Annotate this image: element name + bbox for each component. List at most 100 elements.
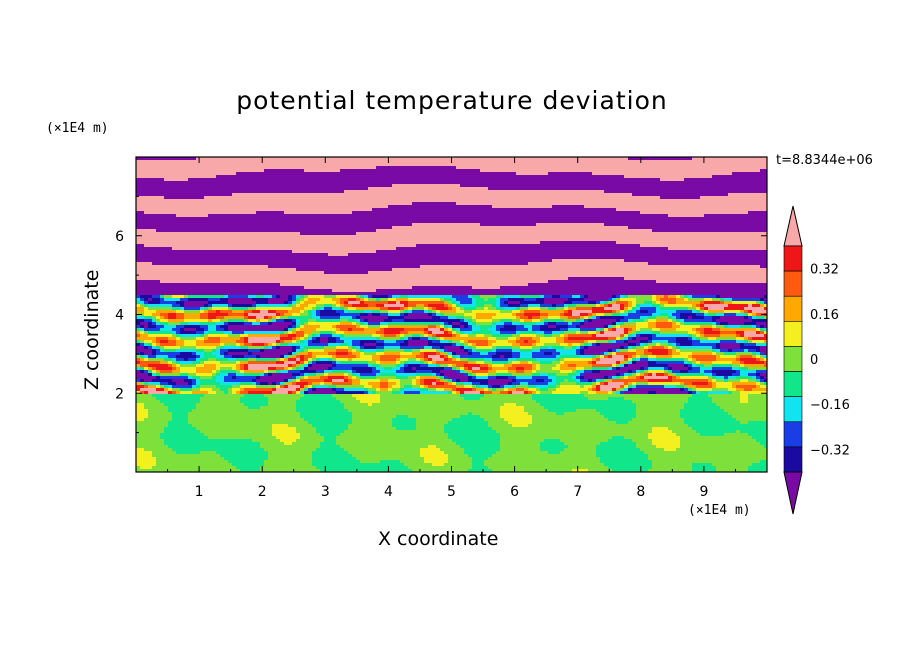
field-cell	[756, 370, 767, 374]
field-cell	[216, 391, 225, 395]
field-cell	[260, 349, 265, 353]
field-cell	[400, 301, 409, 305]
field-cell	[600, 379, 605, 383]
field-cell	[584, 340, 589, 344]
field-cell	[644, 301, 653, 305]
field-cell	[448, 352, 453, 356]
field-cell	[228, 328, 285, 332]
field-cell	[384, 346, 401, 350]
field-cell	[204, 364, 217, 368]
field-cell	[676, 316, 681, 320]
field-cell	[372, 313, 381, 317]
field-cell	[324, 436, 337, 440]
field-cell	[232, 304, 253, 308]
field-cell	[336, 301, 341, 305]
field-cell	[264, 169, 305, 173]
field-cell	[204, 337, 209, 341]
field-cell	[548, 388, 557, 392]
field-cell	[176, 331, 181, 335]
field-cell	[160, 382, 169, 386]
field-cell	[668, 319, 673, 323]
field-cell	[360, 325, 369, 329]
field-cell	[296, 325, 301, 329]
field-cell	[136, 187, 369, 191]
field-cell	[488, 337, 497, 341]
field-cell	[580, 385, 585, 389]
field-cell	[452, 322, 461, 326]
field-cell	[744, 340, 749, 344]
field-cell	[504, 364, 513, 368]
field-cell	[376, 304, 385, 308]
field-cell	[636, 310, 641, 314]
field-cell	[292, 298, 297, 302]
field-cell	[316, 466, 409, 470]
field-cell	[732, 382, 757, 386]
field-cell	[620, 349, 629, 353]
field-cell	[756, 313, 765, 317]
field-cell	[616, 325, 621, 329]
field-cell	[440, 376, 445, 380]
field-cell	[648, 322, 657, 326]
field-cell	[188, 358, 197, 362]
field-cell	[508, 391, 513, 395]
field-cell	[452, 301, 457, 305]
field-cell	[532, 343, 537, 347]
field-cell	[648, 367, 665, 371]
field-cell	[300, 328, 317, 332]
field-cell	[684, 403, 717, 407]
field-cell	[292, 379, 297, 383]
field-cell	[636, 328, 641, 332]
field-cell	[576, 376, 581, 380]
field-cell	[332, 325, 337, 329]
field-cell	[220, 352, 225, 356]
field-cell	[756, 376, 761, 380]
field-cell	[280, 382, 285, 386]
field-cell	[592, 310, 613, 314]
field-cell	[744, 322, 757, 326]
field-cell	[148, 331, 173, 335]
field-cell	[472, 310, 501, 314]
field-cell	[364, 385, 373, 389]
field-cell	[384, 349, 405, 353]
field-cell	[308, 295, 325, 299]
field-cell	[668, 214, 705, 218]
field-cell	[636, 301, 645, 305]
field-cell	[368, 319, 385, 323]
field-cell	[164, 358, 173, 362]
field-cell	[360, 355, 373, 359]
field-cell	[704, 316, 713, 320]
field-cell	[420, 385, 425, 389]
field-cell	[748, 211, 767, 215]
field-cell	[572, 301, 589, 305]
field-cell	[620, 313, 629, 317]
field-cell	[628, 355, 633, 359]
field-cell	[700, 331, 705, 335]
field-cell	[260, 469, 321, 472]
field-cell	[612, 340, 617, 344]
field-cell	[348, 301, 361, 305]
field-cell	[468, 322, 473, 326]
field-cell	[268, 319, 273, 323]
field-cell	[608, 466, 653, 470]
field-cell	[304, 376, 309, 380]
field-cell	[616, 367, 621, 371]
field-cell	[392, 184, 461, 188]
field-cell	[652, 334, 657, 338]
field-cell	[756, 355, 761, 359]
field-cell	[360, 319, 365, 323]
field-cell	[352, 373, 357, 377]
field-cell	[136, 340, 141, 344]
field-cell	[160, 343, 177, 347]
field-cell	[296, 379, 301, 383]
field-cell	[280, 331, 285, 335]
field-cell	[732, 415, 767, 419]
field-cell	[352, 454, 421, 458]
field-cell	[160, 385, 165, 389]
field-cell	[284, 331, 289, 335]
field-cell	[288, 385, 301, 389]
field-cell	[172, 379, 185, 383]
field-cell	[692, 337, 697, 341]
field-cell	[268, 298, 289, 302]
field-cell	[136, 376, 157, 380]
field-cell	[340, 433, 449, 437]
